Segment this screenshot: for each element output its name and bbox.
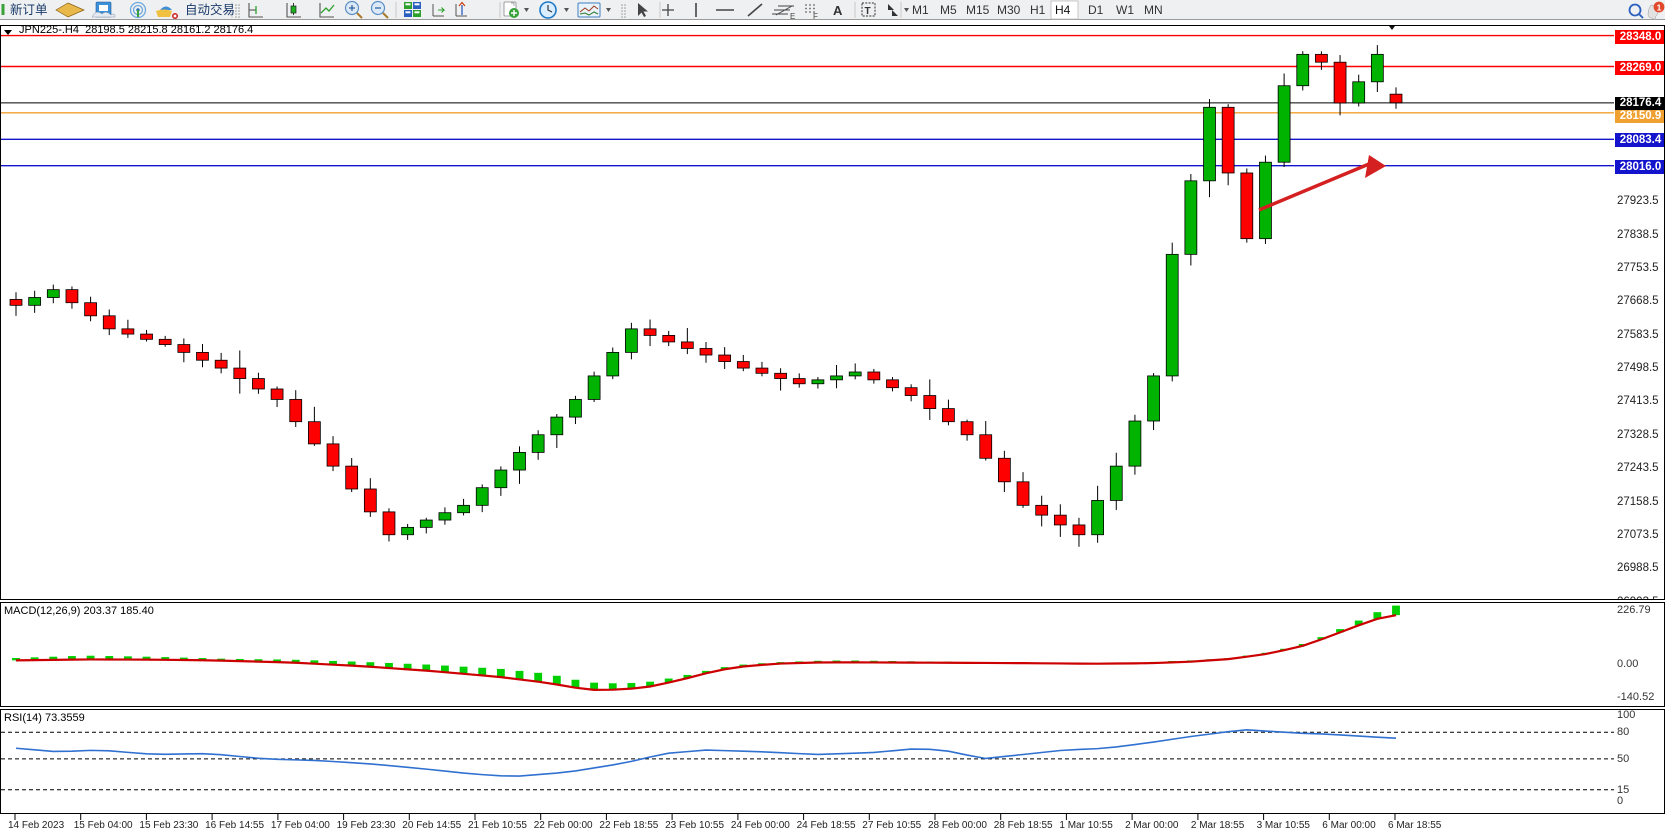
svg-text:F: F: [813, 12, 818, 20]
svg-text:MN: MN: [1144, 3, 1163, 17]
svg-text:M15: M15: [966, 3, 990, 17]
svg-text:W1: W1: [1116, 3, 1134, 17]
svg-text:M30: M30: [997, 3, 1021, 17]
svg-text:D1: D1: [1088, 3, 1104, 17]
svg-text:自动交易: 自动交易: [185, 2, 235, 17]
svg-text:A: A: [833, 3, 843, 18]
svg-text:M1: M1: [912, 3, 929, 17]
svg-text:T: T: [865, 6, 871, 17]
svg-text:1: 1: [1657, 2, 1662, 12]
svg-text:新订单: 新订单: [10, 2, 48, 17]
svg-text:H1: H1: [1030, 3, 1046, 17]
svg-text:H4: H4: [1055, 3, 1071, 17]
svg-text:E: E: [790, 12, 795, 20]
svg-text:M5: M5: [940, 3, 957, 17]
